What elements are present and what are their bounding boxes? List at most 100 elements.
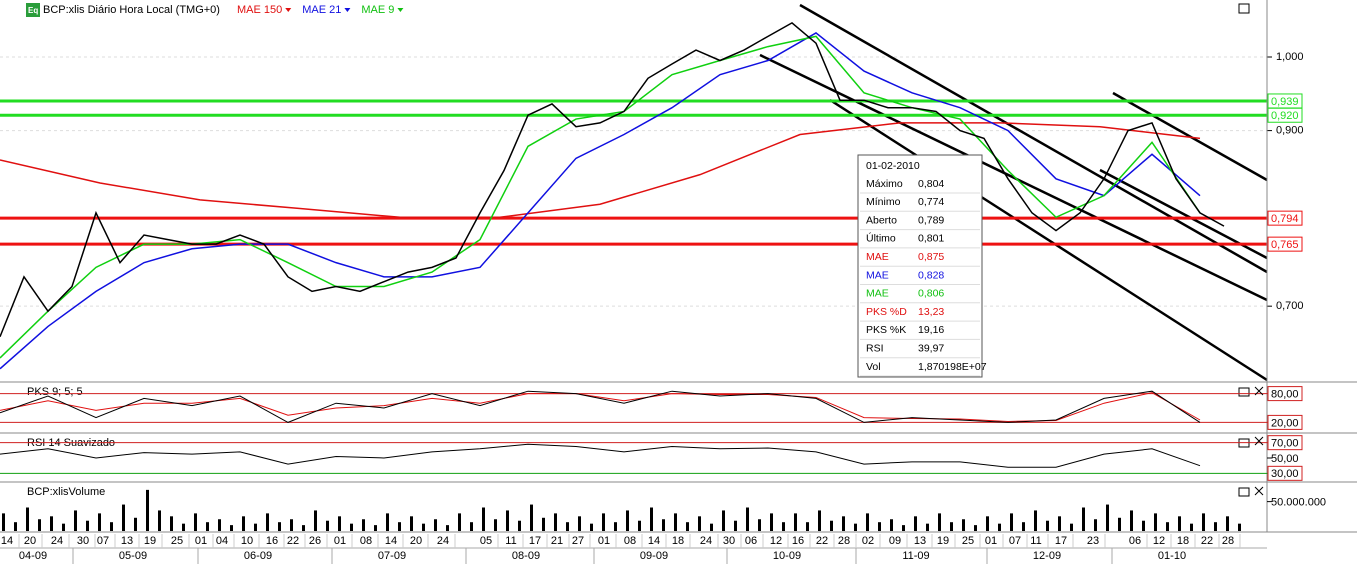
volume-bar-pad <box>614 522 617 531</box>
volume-bar-pad <box>902 525 905 531</box>
tooltip-key: MAE <box>866 269 889 281</box>
volume-bar <box>1130 510 1133 531</box>
pks-k-line <box>0 390 1201 423</box>
x-day-label: 01 <box>195 535 207 547</box>
y-tick-label: 50.000.000 <box>1271 497 1326 509</box>
volume-bar <box>74 510 77 531</box>
x-day-label: 25 <box>171 535 183 547</box>
volume-bar-pad <box>14 522 17 531</box>
y-tick-label: 70,00 <box>1271 438 1299 450</box>
volume-bar <box>338 516 341 531</box>
x-day-label: 14 <box>648 535 660 547</box>
x-day-label: 19 <box>144 535 156 547</box>
tooltip-key: RSI <box>866 342 884 354</box>
indicator-label[interactable]: MAE 150 <box>237 4 282 16</box>
tooltip-key: Mínimo <box>866 196 901 208</box>
volume-bar <box>530 504 533 531</box>
x-day-label: 14 <box>385 535 397 547</box>
volume-bar <box>962 519 965 531</box>
volume-bar-pad <box>638 520 641 531</box>
volume-bar-pad <box>710 523 713 531</box>
x-month-label: 06-09 <box>244 550 272 562</box>
panel-max-button[interactable] <box>1238 387 1250 397</box>
level-label: 0,939 <box>1271 96 1299 108</box>
volume-bar <box>698 516 701 531</box>
x-day-label: 06 <box>1129 535 1141 547</box>
volume-bar-pad <box>806 522 809 531</box>
x-day-label: 12 <box>1153 535 1165 547</box>
x-day-label: 24 <box>700 535 712 547</box>
tooltip-value: 1,870198E+07 <box>918 361 987 373</box>
volume-bar-pad <box>254 523 257 531</box>
volume-bar-pad <box>446 525 449 531</box>
volume-bar-pad <box>1118 517 1121 531</box>
volume-bar-pad <box>1166 522 1169 531</box>
panel-title[interactable]: PKS 9; 5; 5 <box>27 386 83 398</box>
x-day-label: 11 <box>1030 535 1041 547</box>
x-day-label: 30 <box>723 535 735 547</box>
volume-bar-pad <box>686 522 689 531</box>
volume-bar-pad <box>830 520 833 531</box>
volume-bar-pad <box>1142 520 1145 531</box>
volume-bar-pad <box>662 519 665 531</box>
y-tick-label: 30,00 <box>1271 468 1299 480</box>
volume-bar <box>578 516 581 531</box>
x-month-label: 08-09 <box>512 550 540 562</box>
volume-bar <box>746 507 749 531</box>
level-label: 0,920 <box>1271 110 1299 122</box>
x-day-label: 14 <box>1 535 13 547</box>
indicator-label[interactable]: MAE 21 <box>302 4 341 16</box>
volume-bar <box>98 513 101 531</box>
mae150-line <box>0 122 1201 219</box>
x-month-label: 07-09 <box>378 550 406 562</box>
maximize-button[interactable] <box>1238 3 1250 14</box>
volume-bar <box>1202 513 1205 531</box>
close-button[interactable] <box>1254 386 1264 396</box>
x-month-label: 11-09 <box>902 550 929 562</box>
x-day-label: 22 <box>816 535 828 547</box>
volume-bar <box>842 516 845 531</box>
volume-bar-pad <box>158 510 161 531</box>
x-day-label: 25 <box>962 535 974 547</box>
x-day-label: 19 <box>937 535 949 547</box>
x-day-label: 08 <box>360 535 372 547</box>
x-month-label: 09-09 <box>640 550 668 562</box>
price-panel: 1,000 0,900 0,700 0,939 0,920 0,794 0,765 <box>0 21 1304 370</box>
x-day-label: 17 <box>529 535 541 547</box>
volume-bar <box>194 513 197 531</box>
close-button[interactable] <box>1254 436 1264 446</box>
volume-bar <box>794 513 797 531</box>
x-day-label: 13 <box>121 535 133 547</box>
x-day-label: 24 <box>51 535 63 547</box>
close-button[interactable] <box>1254 486 1264 496</box>
volume-bar <box>650 507 653 531</box>
instrument-title[interactable]: BCP:xlis Diário Hora Local (TMG+0) <box>43 4 220 16</box>
x-axis: 14 20 24 30 07 13 19 25 01 04 10 16 22 26 01 08 14 20 24 05… <box>1 534 1241 564</box>
level-label-box <box>1267 107 1303 123</box>
panel-max-button[interactable] <box>1238 487 1250 497</box>
y-tick-label: 1,000 <box>1276 51 1304 63</box>
volume-bar <box>266 513 269 531</box>
tooltip-value: 0,774 <box>918 196 944 208</box>
x-day-label: 20 <box>410 535 422 547</box>
y-tick-label: 50,00 <box>1271 453 1299 465</box>
volume-bar-pad <box>374 525 377 531</box>
volume-bar <box>1058 516 1061 531</box>
volume-bar <box>290 519 293 531</box>
volume-bar-pad <box>1238 523 1241 531</box>
volume-bar-pad <box>398 522 401 531</box>
tooltip-value: 13,23 <box>918 306 944 318</box>
volume-bar-pad <box>734 520 737 531</box>
indicator-label[interactable]: MAE 9 <box>361 4 394 16</box>
volume-bar <box>482 507 485 531</box>
app-icon <box>26 3 40 17</box>
tick-label-box <box>1267 386 1303 402</box>
volume-bar-pad <box>470 522 473 531</box>
rsi-line <box>0 443 1201 468</box>
data-tooltip: 01-02-2010 Máximo 0,804 Mínimo 0,774 Aberto 0… <box>857 154 987 378</box>
volume-bar <box>146 489 149 531</box>
panel-title[interactable]: BCP:xlisVolume <box>27 486 105 498</box>
volume-bar-pad <box>782 522 785 531</box>
volume-bar-pad <box>86 520 89 531</box>
